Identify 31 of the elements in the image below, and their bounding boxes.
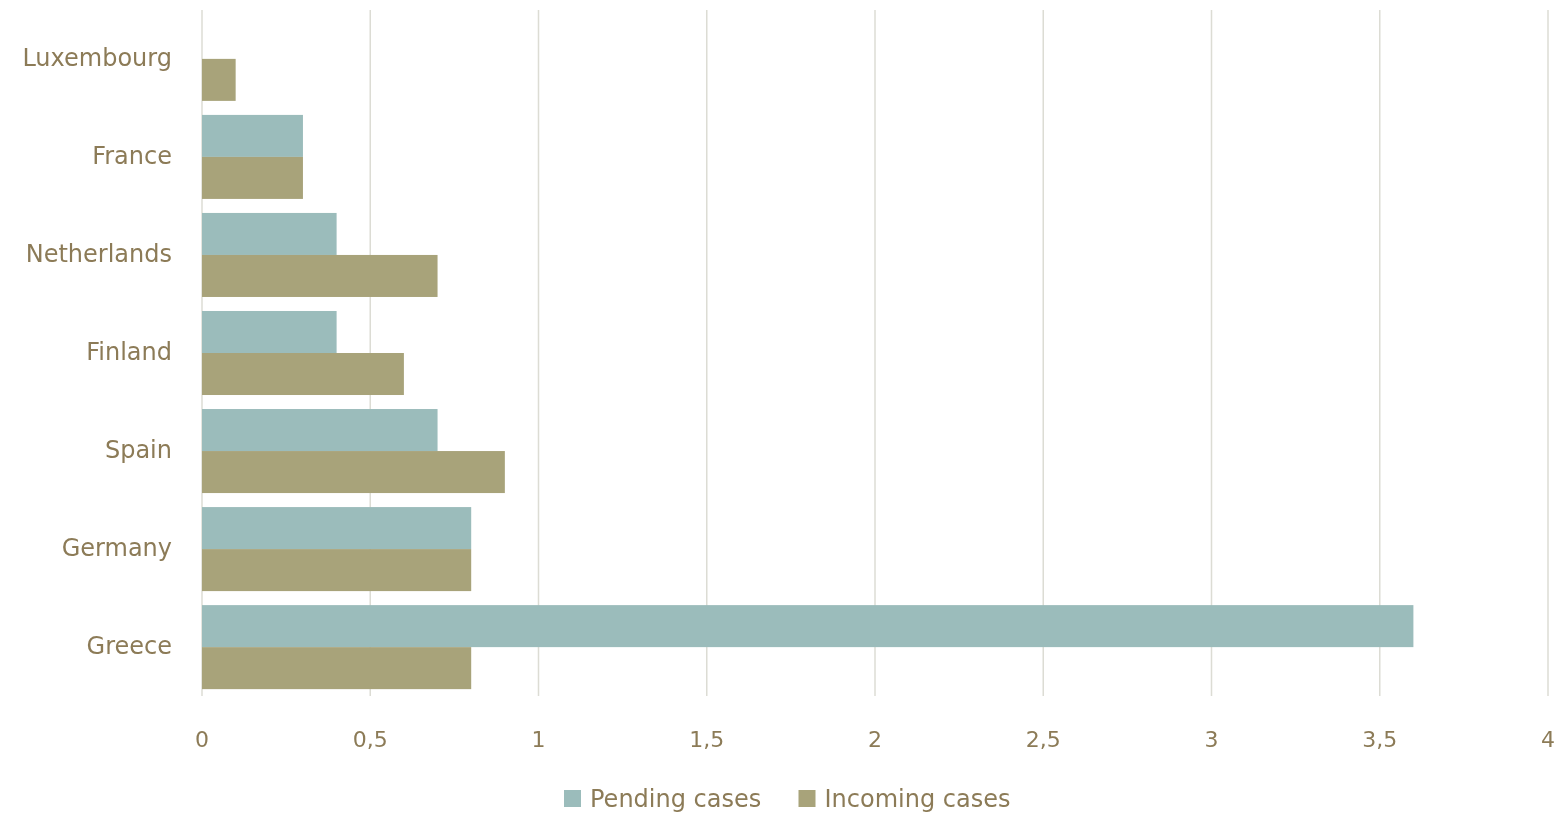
legend-label: Incoming cases bbox=[824, 785, 1011, 813]
bar bbox=[202, 114, 303, 157]
x-tick-label: 3,5 bbox=[1362, 727, 1398, 752]
bar bbox=[202, 156, 303, 199]
bar bbox=[202, 451, 505, 494]
y-tick-label: Netherlands bbox=[25, 239, 172, 268]
x-tick-label: 0 bbox=[195, 727, 209, 752]
bar bbox=[202, 605, 1414, 648]
bar bbox=[202, 507, 472, 550]
y-tick-label: Finland bbox=[86, 338, 172, 366]
x-tick-label: 3 bbox=[1204, 727, 1219, 752]
x-tick-label: 4 bbox=[1541, 727, 1555, 752]
y-tick-label: France bbox=[92, 141, 172, 170]
y-tick-label: Greece bbox=[86, 632, 172, 661]
x-tick-label: 1 bbox=[531, 727, 546, 752]
bar bbox=[202, 254, 438, 297]
bar bbox=[202, 409, 438, 452]
bar bbox=[202, 310, 337, 353]
y-tick-label: Spain bbox=[104, 436, 172, 465]
x-tick-label: 0,5 bbox=[352, 727, 388, 752]
bar bbox=[202, 353, 404, 396]
bar bbox=[202, 549, 472, 592]
legend-label: Pending cases bbox=[590, 785, 762, 813]
x-tick-label: 1,5 bbox=[689, 727, 725, 752]
y-tick-label: Germany bbox=[61, 534, 172, 563]
bar bbox=[202, 58, 236, 101]
bar bbox=[202, 647, 472, 690]
bar bbox=[202, 212, 337, 255]
y-tick-label: Luxembourg bbox=[22, 43, 172, 72]
x-tick-label: 2 bbox=[868, 727, 882, 752]
x-tick-label: 2,5 bbox=[1025, 727, 1061, 752]
